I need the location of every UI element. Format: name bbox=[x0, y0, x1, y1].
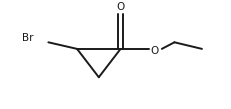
Text: O: O bbox=[116, 2, 124, 12]
Text: Br: Br bbox=[22, 33, 33, 43]
Text: O: O bbox=[149, 46, 158, 56]
